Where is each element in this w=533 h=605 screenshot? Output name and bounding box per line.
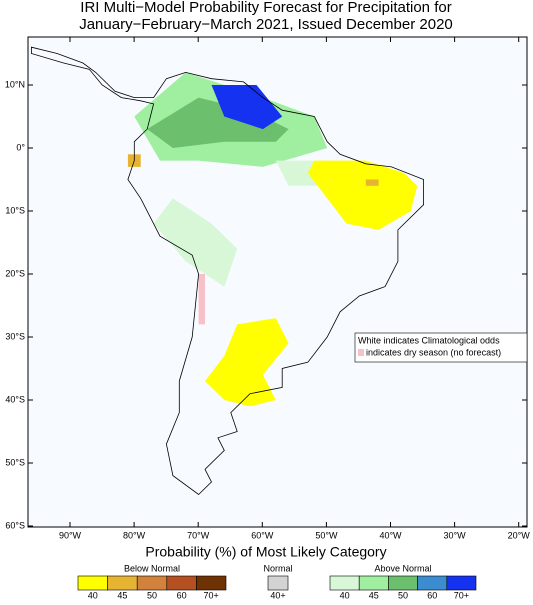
legend-swatch — [107, 575, 138, 591]
legend-swatch — [77, 575, 108, 591]
legend-group-label: Below Normal — [124, 563, 180, 573]
note-line-2: indicates dry season (no forecast) — [366, 347, 501, 357]
note-box: White indicates Climatological odds indi… — [354, 332, 528, 363]
legend-group-label: Normal — [263, 563, 292, 573]
legend-swatch-label: 70+ — [204, 590, 219, 600]
legend-swatch-label: 60 — [177, 590, 187, 600]
title-line-1: IRI Multi−Model Probability Forecast for… — [80, 0, 451, 16]
legend-group-label: Above Normal — [374, 563, 431, 573]
above-normal-region — [147, 97, 289, 148]
legend-swatch — [267, 575, 289, 591]
lat-tick-label: 10°N — [5, 79, 25, 89]
coastline — [31, 46, 424, 496]
legend-swatch-label: 70+ — [454, 590, 469, 600]
legend-swatch — [388, 575, 418, 591]
map: 10°N 0° 10°S 20°S 30°S 40°S 50°S 60°S 90°W 80°W 70… — [5, 36, 531, 540]
legend: Below Normal 40 45 50 60 70+ Normal 40+ Above No… — [77, 563, 477, 600]
legend-swatch-label: 40+ — [270, 590, 285, 600]
legend-swatch — [446, 575, 477, 591]
lon-tick-label: 40°W — [379, 530, 402, 540]
lat-tick-label: 60°S — [5, 520, 25, 530]
lon-tick-label: 30°W — [444, 530, 467, 540]
legend-swatch — [136, 575, 168, 591]
lon-tick-label: 60°W — [251, 530, 274, 540]
lon-tick-label: 80°W — [123, 530, 146, 540]
lat-tick-label: 0° — [16, 142, 25, 152]
legend-swatch-label: 40 — [88, 590, 98, 600]
lon-tick-label: 90°W — [59, 530, 82, 540]
lon-tick-label: 70°W — [187, 530, 210, 540]
lat-tick-label: 30°S — [5, 331, 25, 341]
legend-swatch-label: 45 — [117, 590, 127, 600]
legend-swatch-label: 50 — [398, 590, 408, 600]
lat-tick-label: 20°S — [5, 268, 25, 278]
lon-tick-label: 20°W — [508, 530, 531, 540]
below-normal-region — [365, 179, 379, 186]
legend-title: Probability (%) of Most Likely Category — [145, 544, 386, 560]
legend-swatch-label: 50 — [147, 590, 157, 600]
legend-swatch-label: 60 — [427, 590, 437, 600]
lat-tick-label: 50°S — [5, 457, 25, 467]
dry-season-swatch — [358, 349, 364, 356]
legend-swatch — [358, 575, 389, 591]
above-normal-region — [211, 85, 283, 130]
legend-swatch — [329, 575, 360, 591]
legend-swatch — [196, 575, 227, 591]
legend-swatch-label: 45 — [369, 590, 379, 600]
legend-swatch — [417, 575, 448, 591]
dry-season-region — [198, 274, 205, 325]
lat-tick-label: 10°S — [5, 205, 25, 215]
legend-swatch-label: 40 — [340, 590, 350, 600]
legend-swatch — [166, 575, 197, 591]
note-line-1: White indicates Climatological odds — [358, 335, 500, 345]
lat-tick-label: 40°S — [5, 394, 25, 404]
note-frame — [354, 332, 528, 363]
below-normal-region — [307, 160, 418, 230]
below-normal-region — [205, 318, 289, 407]
above-normal-region — [153, 198, 238, 287]
title-line-2: January−February−March 2021, Issued Dece… — [79, 16, 453, 33]
lon-tick-label: 50°W — [315, 530, 338, 540]
